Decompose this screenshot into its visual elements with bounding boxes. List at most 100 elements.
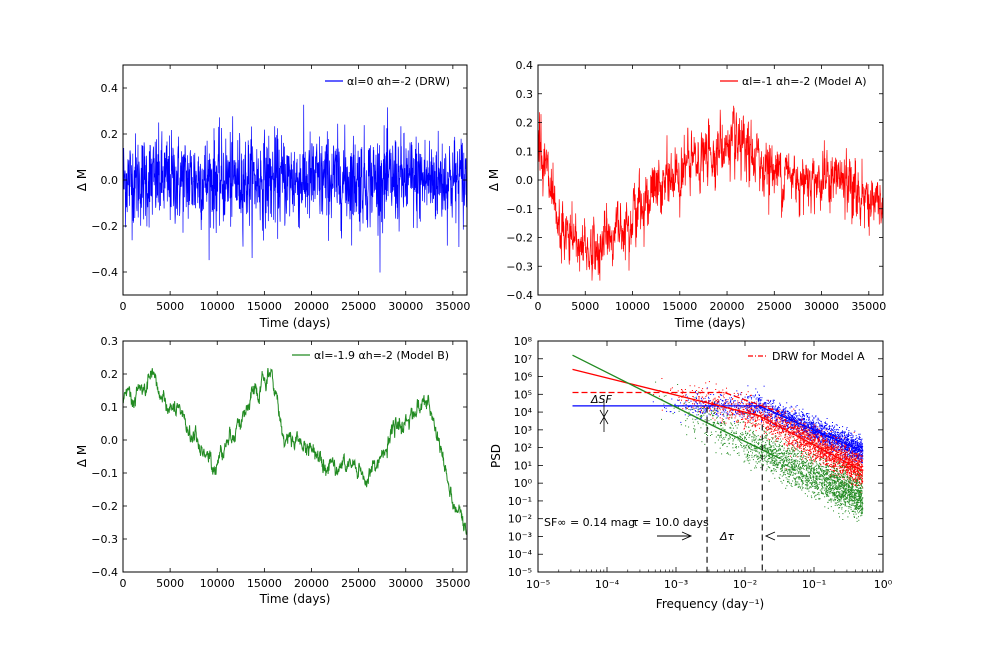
p4-point (827, 438, 829, 440)
p4-point (852, 466, 853, 468)
p4-point (792, 436, 794, 438)
p4-point (800, 440, 802, 442)
p4-point (769, 402, 771, 404)
p4-point (845, 455, 847, 457)
p4-point (795, 406, 797, 408)
p4-point (858, 457, 859, 459)
p4-point (816, 428, 818, 430)
p4-point (851, 482, 853, 484)
p4-point (818, 445, 820, 446)
p4-point (744, 396, 746, 398)
p4-point (752, 395, 754, 397)
p4-point (764, 402, 766, 404)
p4-point (824, 451, 826, 453)
p4-point (826, 437, 828, 439)
p4-point (759, 407, 760, 409)
p4-point (846, 436, 848, 438)
p4-point (806, 416, 808, 418)
p4-point (851, 457, 853, 458)
p4-point (793, 416, 795, 418)
p4-point (793, 426, 795, 428)
p4-point (661, 409, 663, 411)
p4-point (848, 450, 850, 452)
p4-point (711, 404, 713, 406)
p4-point (839, 456, 841, 458)
p4-point (847, 466, 849, 467)
p4-point (854, 430, 856, 432)
p4-point (774, 416, 776, 418)
p4-point (861, 439, 862, 441)
p4-point (837, 463, 839, 465)
p4-point (837, 448, 839, 450)
p4-point (766, 468, 768, 470)
p2-series-model-a (537, 105, 884, 281)
p4-point (818, 483, 820, 485)
p4-point (723, 392, 725, 393)
p4-point (766, 433, 767, 435)
p4-point (832, 450, 834, 451)
p4-point (826, 433, 828, 435)
p4-point (821, 430, 823, 432)
p4-point (803, 413, 804, 415)
p4-point (847, 510, 849, 512)
p4-point (854, 450, 856, 452)
p4-point (854, 478, 856, 480)
p4-point (794, 419, 796, 421)
p4-point (758, 394, 760, 396)
p4-point (765, 421, 767, 423)
p4-point (789, 412, 791, 414)
p4-point (829, 432, 830, 434)
p4-point (725, 407, 727, 409)
p4-point (816, 427, 818, 429)
p4-point (826, 453, 828, 455)
p4-point (724, 402, 726, 404)
p4-point (698, 402, 700, 404)
p4-point (861, 438, 863, 440)
p4-point (820, 435, 822, 437)
p4-point (737, 395, 739, 396)
p4-point (776, 462, 778, 464)
p4-point (700, 412, 701, 414)
p4-point (830, 477, 832, 479)
p4-point (739, 415, 741, 417)
p4-point (781, 458, 783, 460)
p4-point (820, 433, 822, 435)
p4-point (856, 485, 858, 487)
p3-ytick-label: −0.4 (91, 566, 118, 579)
p4-point (820, 456, 822, 458)
p4-point (817, 456, 819, 458)
p4-point (771, 419, 773, 421)
p4-point (852, 478, 854, 480)
p4-point (800, 442, 802, 444)
p4-point (833, 443, 835, 445)
p3-ytick-label: −0.1 (91, 467, 118, 480)
p4-point (813, 423, 815, 425)
p4-point (831, 433, 833, 435)
p4-point (862, 478, 863, 480)
p4-point (829, 465, 831, 467)
p4-point (769, 456, 771, 457)
p4-point (826, 459, 828, 460)
p4-point (831, 461, 833, 463)
p4-point (686, 396, 688, 398)
p4-point (805, 444, 807, 446)
p4-point (820, 435, 821, 436)
p4-point (758, 403, 760, 405)
p4-point (817, 433, 819, 435)
p4-point (753, 410, 755, 412)
p4-point (784, 419, 786, 421)
p4-point (755, 416, 757, 418)
p4-point (826, 464, 828, 466)
p4-point (847, 447, 849, 449)
p4-point (821, 424, 823, 426)
p4-point (727, 411, 729, 413)
p4-point (773, 411, 774, 413)
p4-point (776, 429, 778, 431)
p4-point (763, 403, 765, 405)
p4-point (761, 420, 763, 422)
p4-point (842, 451, 844, 453)
p4-point (808, 436, 810, 438)
p4-point (839, 454, 840, 456)
p4-point (781, 431, 783, 433)
p4-point (820, 474, 822, 476)
